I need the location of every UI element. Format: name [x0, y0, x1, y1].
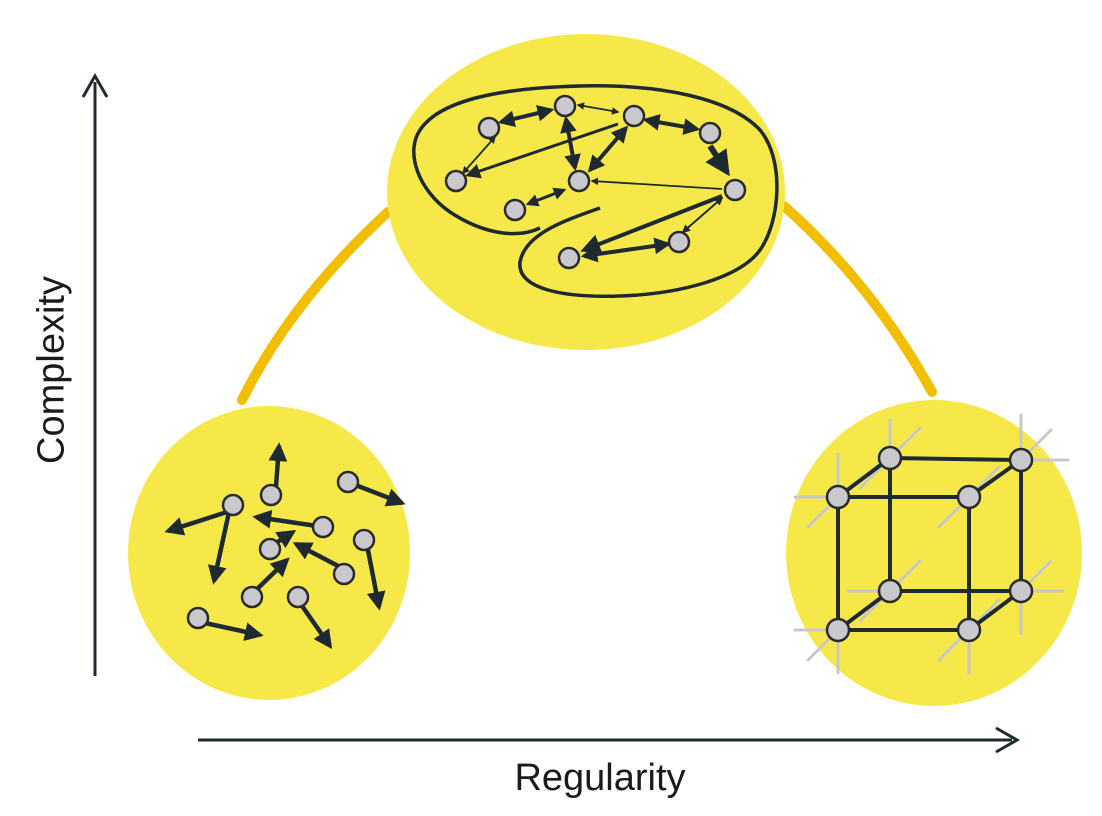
connector-right: [779, 201, 937, 397]
ordered-state-blob: [786, 400, 1082, 706]
lattice-atoms: [825, 445, 1034, 643]
random-motion-icon: [164, 442, 406, 650]
random-particles: [186, 470, 376, 630]
x-axis: [198, 726, 1021, 754]
complex-boundary-curve: [412, 84, 779, 298]
x-axis-label: Regularity: [514, 757, 686, 799]
complex-network-icon: [461, 102, 730, 263]
complex-nodes: [444, 94, 747, 270]
y-axis: [81, 72, 109, 676]
complex-state-blob: [387, 34, 785, 350]
connector-left: [237, 207, 393, 405]
y-axis-label: Complexity: [30, 276, 73, 464]
